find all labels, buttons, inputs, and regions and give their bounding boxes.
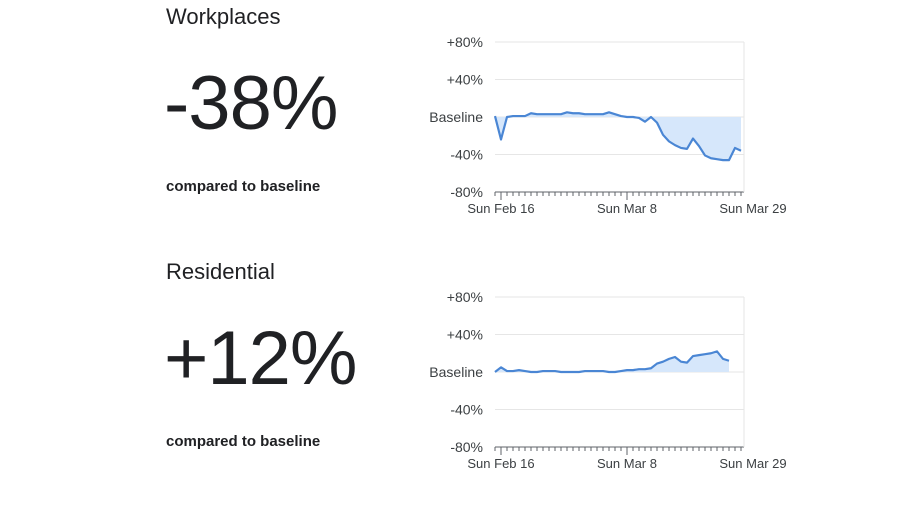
y-tick-label: Baseline [429,109,483,125]
x-tick-label: Sun Feb 16 [467,201,534,216]
section-title: Residential [166,259,275,284]
change-value: -38% [164,61,338,146]
x-tick-label: Sun Mar 8 [597,456,657,471]
y-tick-label: -40% [450,402,483,418]
residential-chart: +80% +40% Baseline -40% -80%Sun Feb 16 Sun Ma… [429,289,786,471]
y-tick-label: Baseline [429,364,483,380]
residential-section: Residential +12% compared to baseline +8… [0,255,920,510]
series-line [493,111,742,162]
y-tick-label: -80% [450,184,483,200]
y-tick-label: +80% [447,34,483,50]
y-tick-label: +40% [447,72,483,88]
workplaces-section: Workplaces -38% compared to baseline +80… [0,0,920,255]
area-fill [495,351,744,372]
x-tick-label: Sun Mar 8 [597,201,657,216]
x-tick-label: Sun Feb 16 [467,456,534,471]
section-title: Workplaces [166,4,281,29]
change-caption: compared to baseline [166,433,321,450]
change-caption: compared to baseline [166,178,321,195]
x-tick-label: Sun Mar 29 [719,201,786,216]
y-tick-label: -80% [450,439,483,455]
area-fill [495,112,744,161]
change-value: +12% [164,316,357,401]
y-tick-label: +80% [447,289,483,305]
x-tick-label: Sun Mar 29 [719,456,786,471]
series-line [494,350,730,374]
y-tick-label: +40% [447,327,483,343]
workplaces-chart: +80% +40% Baseline -40% -80%Sun Feb 16 Sun Ma… [429,34,786,216]
y-tick-label: -40% [450,147,483,163]
